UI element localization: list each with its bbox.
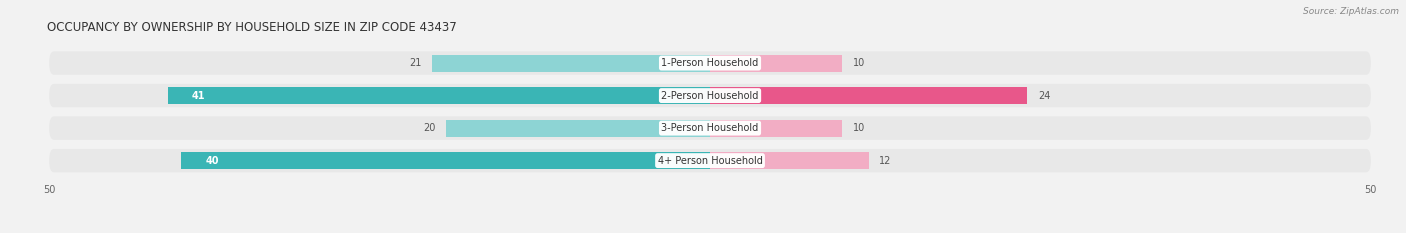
Text: 10: 10 <box>853 123 865 133</box>
Bar <box>433 55 710 72</box>
Text: 24: 24 <box>1038 91 1050 101</box>
Text: 10: 10 <box>853 58 865 68</box>
FancyBboxPatch shape <box>49 84 1371 107</box>
Text: 2-Person Household: 2-Person Household <box>661 91 759 101</box>
Text: 4+ Person Household: 4+ Person Household <box>658 156 762 166</box>
FancyBboxPatch shape <box>49 116 1371 140</box>
Bar <box>181 152 710 169</box>
Bar <box>710 87 1028 104</box>
Bar <box>169 87 710 104</box>
Text: 1-Person Household: 1-Person Household <box>661 58 759 68</box>
Text: 20: 20 <box>423 123 434 133</box>
Text: 21: 21 <box>409 58 422 68</box>
Text: 12: 12 <box>879 156 891 166</box>
Legend: Owner-occupied, Renter-occupied: Owner-occupied, Renter-occupied <box>609 232 811 233</box>
Bar <box>710 55 842 72</box>
Text: 3-Person Household: 3-Person Household <box>661 123 759 133</box>
FancyBboxPatch shape <box>49 149 1371 172</box>
Bar <box>446 120 710 137</box>
Text: 40: 40 <box>205 156 219 166</box>
Text: OCCUPANCY BY OWNERSHIP BY HOUSEHOLD SIZE IN ZIP CODE 43437: OCCUPANCY BY OWNERSHIP BY HOUSEHOLD SIZE… <box>46 21 457 34</box>
Text: Source: ZipAtlas.com: Source: ZipAtlas.com <box>1303 7 1399 16</box>
Text: 41: 41 <box>193 91 205 101</box>
Bar <box>710 120 842 137</box>
Bar <box>710 152 869 169</box>
FancyBboxPatch shape <box>49 51 1371 75</box>
